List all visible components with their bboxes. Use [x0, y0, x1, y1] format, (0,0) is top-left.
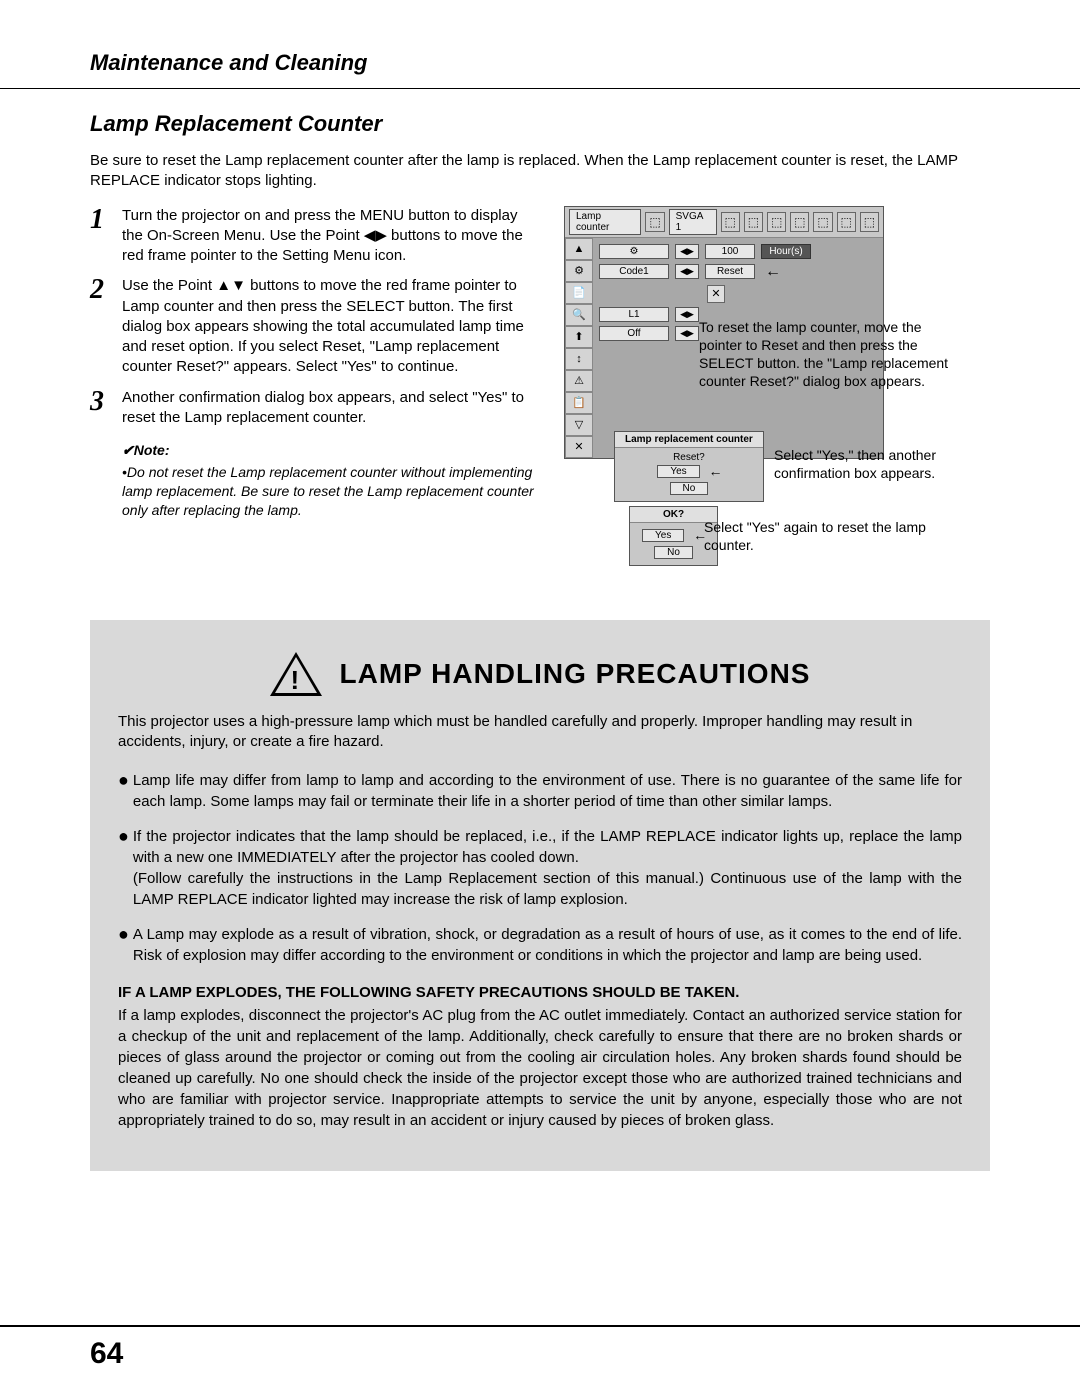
- bullet-text: A Lamp may explode as a result of vibrat…: [133, 924, 962, 966]
- osd-top-icon: ⬚: [790, 212, 809, 232]
- page-number: 64: [90, 1337, 123, 1371]
- callout-reset: To reset the lamp counter, move the poin…: [699, 318, 949, 391]
- dialog-title: Lamp replacement counter: [615, 432, 763, 448]
- osd-row-arrows: ◀▶: [675, 244, 699, 259]
- osd-top-icon: ⬚: [813, 212, 832, 232]
- dialog-no-button: No: [654, 546, 693, 559]
- note-label: ✔Note:: [122, 442, 540, 459]
- side-icon: ↕: [565, 348, 593, 370]
- osd-row-value: 100: [705, 244, 755, 259]
- step-3: 3 Another confirmation dialog box appear…: [90, 388, 540, 429]
- osd-exit-icon: ✕: [707, 285, 725, 303]
- side-icon: ✕: [565, 436, 593, 458]
- step-number: 3: [90, 388, 108, 429]
- precautions-bullet: ● A Lamp may explode as a result of vibr…: [118, 924, 962, 966]
- osd-row-label: L1: [599, 307, 669, 322]
- osd-row-label: ⚙: [599, 244, 669, 259]
- header-rule: [0, 88, 1080, 89]
- warning-icon: !: [270, 652, 322, 696]
- step-text: Turn the projector on and press the MENU…: [122, 206, 540, 267]
- side-icon: ⬆: [565, 326, 593, 348]
- osd-tab-lamp: Lamp counter: [569, 209, 641, 235]
- osd-row: ⚙ ◀▶ 100 Hour(s): [599, 244, 877, 259]
- osd-side-icons: ▲ ⚙ 📄 🔍 ⬆ ↕ ⚠ 📋 ▽ ✕: [565, 238, 593, 458]
- pointer-icon: ←: [765, 263, 781, 281]
- bullet-text: Lamp life may differ from lamp to lamp a…: [133, 770, 962, 812]
- osd-row: Code1 ◀▶ Reset ←: [599, 263, 877, 281]
- osd-row-arrows: ◀▶: [675, 326, 699, 341]
- precautions-subhead: IF A LAMP EXPLODES, THE FOLLOWING SAFETY…: [118, 984, 962, 1001]
- osd-row-label: Off: [599, 326, 669, 341]
- bullet-icon: ●: [118, 924, 129, 966]
- dialog-no-button: No: [670, 482, 709, 495]
- section-header: Maintenance and Cleaning: [90, 50, 990, 76]
- osd-row: ✕: [703, 285, 877, 303]
- dialog-reset: Lamp replacement counter Reset? Yes ← No: [614, 431, 764, 502]
- osd-row-arrows: ◀▶: [675, 307, 699, 322]
- step-text: Use the Point ▲▼ buttons to move the red…: [122, 276, 540, 377]
- subsection-header: Lamp Replacement Counter: [90, 111, 990, 137]
- bullet-icon: ●: [118, 770, 129, 812]
- pointer-icon: ←: [708, 463, 722, 479]
- osd-row-unit: Hour(s): [761, 244, 811, 259]
- side-icon: ▽: [565, 414, 593, 436]
- osd-top-icon: ⬚: [645, 212, 664, 232]
- precautions-bullet: ● Lamp life may differ from lamp to lamp…: [118, 770, 962, 812]
- osd-top-icon: ⬚: [744, 212, 763, 232]
- side-icon: ⚙: [565, 260, 593, 282]
- precautions-box: ! LAMP HANDLING PRECAUTIONS This project…: [90, 620, 990, 1172]
- note-block: ✔Note: •Do not reset the Lamp replacemen…: [122, 442, 540, 520]
- dialog-yes-button: Yes: [657, 465, 699, 478]
- side-icon: ⚠: [565, 370, 593, 392]
- step-number: 1: [90, 206, 108, 267]
- precautions-title: LAMP HANDLING PRECAUTIONS: [340, 658, 811, 690]
- osd-top-icon: ⬚: [721, 212, 740, 232]
- side-icon: ▲: [565, 238, 593, 260]
- note-text: •Do not reset the Lamp replacement count…: [122, 463, 540, 520]
- step-number: 2: [90, 276, 108, 377]
- osd-top-icon: ⬚: [767, 212, 786, 232]
- bullet-icon: ●: [118, 826, 129, 910]
- step-text: Another confirmation dialog box appears,…: [122, 388, 540, 429]
- osd-top-icon: ⬚: [837, 212, 856, 232]
- precautions-paragraph: If a lamp explodes, disconnect the proje…: [118, 1005, 962, 1131]
- footer-rule: [0, 1325, 1080, 1327]
- callout-final: Select "Yes" again to reset the lamp cou…: [704, 518, 934, 554]
- step-2: 2 Use the Point ▲▼ buttons to move the r…: [90, 276, 540, 377]
- dialog-line: Reset?: [625, 452, 753, 463]
- dialog-yes-button: Yes: [642, 529, 684, 542]
- side-icon: 📋: [565, 392, 593, 414]
- osd-row-arrows: ◀▶: [675, 264, 699, 279]
- osd-top-icon: ⬚: [860, 212, 879, 232]
- osd-reset-button: Reset: [705, 264, 755, 279]
- figure-area: Lamp counter ⬚ SVGA 1 ⬚ ⬚ ⬚ ⬚ ⬚ ⬚ ⬚ ▲: [564, 206, 990, 566]
- side-icon: 🔍: [565, 304, 593, 326]
- intro-text: Be sure to reset the Lamp replacement co…: [90, 151, 990, 192]
- bullet-text: If the projector indicates that the lamp…: [133, 826, 962, 910]
- precautions-bullet: ● If the projector indicates that the la…: [118, 826, 962, 910]
- step-1: 1 Turn the projector on and press the ME…: [90, 206, 540, 267]
- precautions-intro: This projector uses a high-pressure lamp…: [118, 712, 962, 753]
- callout-confirm: Select "Yes," then another confirmation …: [774, 446, 949, 482]
- osd-top-bar: Lamp counter ⬚ SVGA 1 ⬚ ⬚ ⬚ ⬚ ⬚ ⬚ ⬚: [565, 207, 883, 238]
- osd-tab-svga: SVGA 1: [669, 209, 717, 235]
- osd-row-label: Code1: [599, 264, 669, 279]
- side-icon: 📄: [565, 282, 593, 304]
